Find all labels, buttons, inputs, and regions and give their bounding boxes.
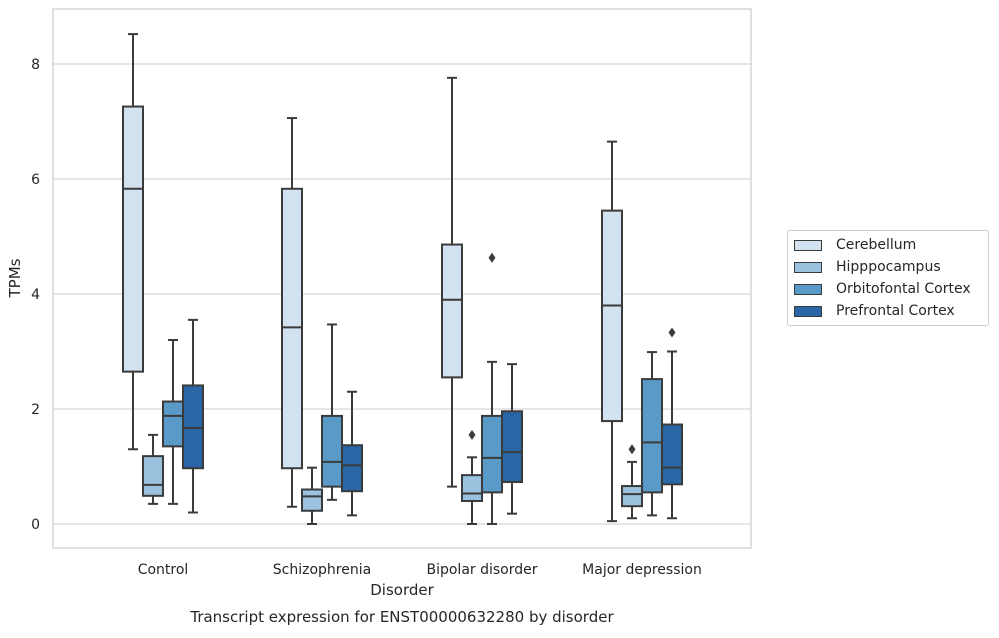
box-layer: [122, 33, 683, 525]
legend-item-prefrontal: Prefrontal Cortex: [794, 302, 955, 320]
box-1-3: [621, 444, 643, 520]
iqr-box: [281, 187, 303, 470]
legend-swatch-hippocampus: [794, 261, 822, 273]
iqr-box: [341, 444, 363, 493]
box-3-2: [501, 363, 523, 515]
iqr-box: [441, 243, 463, 379]
iqr-box: [122, 105, 144, 373]
iqr-box: [461, 474, 483, 502]
iqr-box: [162, 400, 184, 448]
y-tick-label: 0: [31, 517, 40, 533]
iqr-box: [661, 423, 683, 486]
x-tick-labels: Control Schizophrenia Bipolar disorder Majo…: [138, 562, 702, 578]
legend-label: Cerebellum: [836, 237, 917, 253]
x-tick-label: Major depression: [582, 562, 702, 578]
iqr-box: [601, 209, 623, 423]
x-tick-label: Control: [138, 562, 189, 578]
iqr-box: [621, 485, 643, 508]
x-tick-label: Schizophrenia: [273, 562, 371, 578]
chart-caption: Transcript expression for ENST0000063228…: [189, 608, 614, 626]
y-tick-label: 4: [31, 287, 40, 303]
box-2-2: [481, 252, 503, 525]
box-3-3: [661, 327, 683, 520]
legend-swatch-orbitofrontal: [794, 283, 822, 295]
legend: Cerebellum Hipppocampus Orbitofontal Cor…: [787, 230, 989, 326]
legend-swatch-prefrontal: [794, 305, 822, 317]
iqr-box: [321, 414, 343, 488]
iqr-box: [142, 455, 164, 497]
legend-swatch-cerebellum: [794, 239, 822, 251]
box-0-2: [441, 76, 463, 488]
box-0-3: [601, 140, 623, 523]
outlier-point: [668, 327, 676, 338]
legend-label: Hipppocampus: [836, 259, 941, 275]
plot-frame: [52, 8, 752, 549]
box-3-0: [182, 318, 204, 514]
iqr-box: [501, 410, 523, 484]
y-tick-label: 6: [31, 172, 40, 188]
iqr-box: [481, 414, 503, 494]
box-2-1: [321, 323, 343, 501]
box-3-1: [341, 390, 363, 517]
box-2-3: [641, 351, 663, 517]
iqr-box: [641, 378, 663, 494]
iqr-box: [301, 488, 323, 512]
y-tick-labels: 0 2 4 6 8: [31, 57, 40, 533]
box-1-1: [301, 466, 323, 525]
box-2-0: [162, 339, 184, 505]
legend-label: Orbitofontal Cortex: [836, 281, 971, 297]
legend-label: Prefrontal Cortex: [836, 303, 955, 319]
box-1-2: [461, 429, 483, 525]
y-tick-label: 2: [31, 402, 40, 418]
y-axis-label: TPMs: [6, 258, 24, 298]
y-tick-label: 8: [31, 57, 40, 73]
x-axis-label: Disorder: [370, 581, 434, 599]
outlier-point: [628, 444, 636, 455]
legend-item-cerebellum: Cerebellum: [794, 236, 916, 254]
outlier-point: [468, 429, 476, 440]
iqr-box: [182, 384, 204, 470]
legend-item-orbitofrontal: Orbitofontal Cortex: [794, 280, 971, 298]
box-0-0: [122, 33, 144, 451]
legend-item-hippocampus: Hipppocampus: [794, 258, 941, 276]
box-1-0: [142, 433, 164, 505]
box-0-1: [281, 117, 303, 508]
x-tick-label: Bipolar disorder: [426, 562, 537, 578]
outlier-point: [488, 252, 496, 263]
